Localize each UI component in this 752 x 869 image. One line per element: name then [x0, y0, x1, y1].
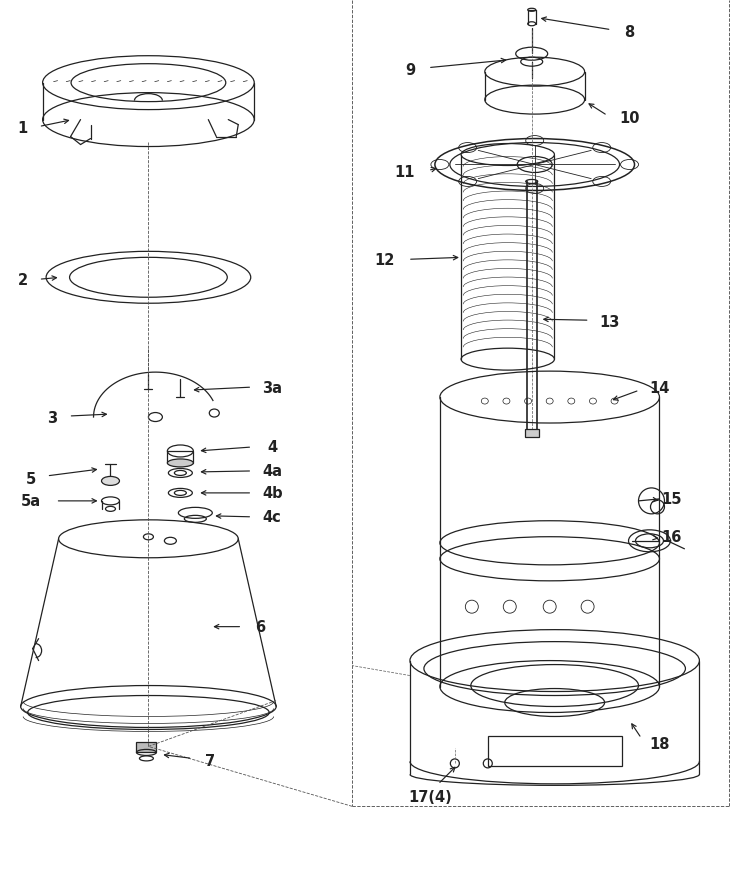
Text: 3: 3 — [47, 410, 58, 425]
Text: 1: 1 — [17, 121, 28, 136]
Text: 12: 12 — [374, 253, 395, 268]
Bar — [488, 737, 622, 766]
Text: 17(4): 17(4) — [408, 789, 452, 804]
Text: 9: 9 — [405, 63, 415, 78]
Text: 8: 8 — [624, 25, 635, 40]
Text: 6: 6 — [255, 620, 265, 634]
Bar — [136, 743, 156, 753]
Text: 7: 7 — [205, 753, 215, 768]
Text: 11: 11 — [395, 165, 415, 180]
Text: 18: 18 — [649, 736, 670, 751]
Bar — [168, 452, 193, 463]
Text: 15: 15 — [661, 492, 682, 507]
Text: 4b: 4b — [262, 486, 283, 501]
Text: 4: 4 — [267, 440, 277, 455]
Text: 3a: 3a — [262, 380, 282, 395]
Text: 4a: 4a — [262, 464, 282, 479]
Text: 16: 16 — [661, 530, 681, 545]
Text: 5a: 5a — [20, 494, 41, 508]
Ellipse shape — [102, 477, 120, 486]
Text: 13: 13 — [599, 315, 620, 329]
Bar — [525, 429, 538, 437]
Text: 4c: 4c — [262, 510, 281, 525]
Text: 2: 2 — [17, 273, 28, 288]
Text: 10: 10 — [620, 111, 640, 126]
Text: 5: 5 — [26, 472, 36, 487]
Text: 14: 14 — [649, 380, 670, 395]
Ellipse shape — [168, 460, 193, 468]
